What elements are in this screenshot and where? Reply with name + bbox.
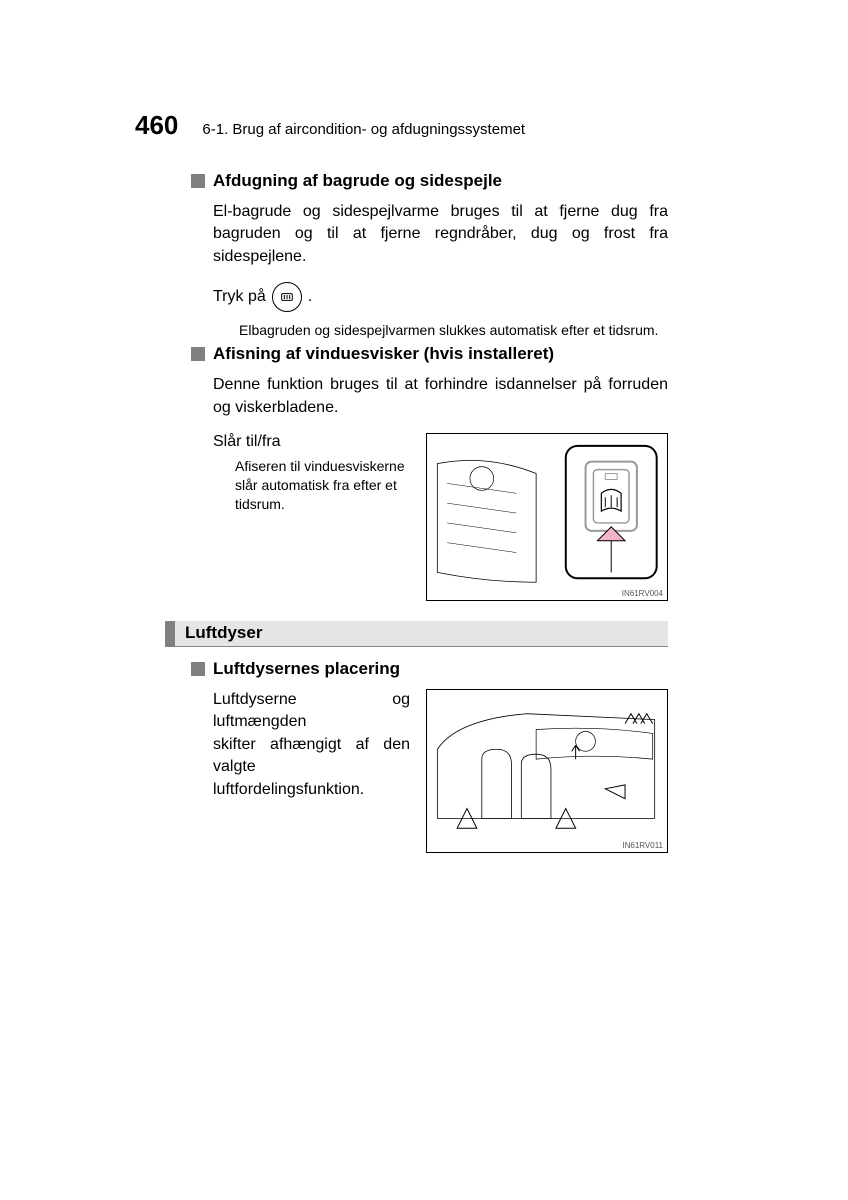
subheading-row: Afisning af vinduesvisker (hvis installe…	[191, 344, 668, 364]
sec3-diagram: IN61RV011	[426, 689, 668, 853]
section-air-outlets: Luftdysernes placering Luftdyserne og lu…	[191, 659, 668, 853]
sec2-heading: Afisning af vinduesvisker (hvis installe…	[213, 344, 554, 364]
sec3-image-ref: IN61RV011	[622, 841, 663, 850]
sec2-image-ref: IN61RV004	[622, 589, 663, 598]
sec3-body-l3: luftfordelingsfunktion.	[213, 779, 410, 801]
sec1-heading: Afdugning af bagrude og sidespejle	[213, 171, 502, 191]
sec2-note: Afiseren til vinduesviskerne slår automa…	[235, 457, 410, 514]
banner-title: Luftdyser	[175, 621, 668, 647]
page-number: 460	[135, 110, 178, 141]
subheading-row: Luftdysernes placering	[191, 659, 668, 679]
press-instruction: Tryk på .	[213, 282, 668, 312]
square-bullet-icon	[191, 174, 205, 188]
subheading-row: Afdugning af bagrude og sidespejle	[191, 171, 668, 191]
section-banner: Luftdyser	[165, 621, 668, 647]
sec3-text-col: Luftdyserne og luftmængden skifter afhæn…	[213, 689, 410, 801]
sec2-body: Denne funktion bruges til at forhindre i…	[213, 374, 668, 419]
banner-bar	[165, 621, 175, 647]
sec2-two-col: Slår til/fra Afiseren til vinduesviskern…	[213, 433, 668, 601]
page-container: 460 6-1. Brug af aircondition- og afdugn…	[0, 0, 848, 853]
sec1-body: El-bagrude og sidespejlvarme bruges til …	[213, 201, 668, 268]
sec3-heading: Luftdysernes placering	[213, 659, 400, 679]
sec2-diagram: IN61RV004	[426, 433, 668, 601]
sec3-body-l2: skifter afhængigt af den valgte	[213, 734, 410, 779]
square-bullet-icon	[191, 662, 205, 676]
sec1-note: Elbagruden og sidespejlvarmen slukkes au…	[239, 322, 668, 338]
sec3-two-col: Luftdyserne og luftmængden skifter afhæn…	[213, 689, 668, 853]
press-suffix: .	[308, 288, 312, 306]
section-wiper-deice: Afisning af vinduesvisker (hvis installe…	[191, 344, 668, 601]
press-prefix: Tryk på	[213, 288, 266, 306]
wiper-deicer-diagram-svg	[427, 434, 667, 600]
air-outlets-diagram-svg	[427, 690, 667, 852]
sec3-body-l1: Luftdyserne og luftmængden	[213, 689, 410, 734]
section-label: 6-1. Brug af aircondition- og afdugnings…	[202, 121, 525, 138]
section-defog-rear: Afdugning af bagrude og sidespejle El-ba…	[191, 171, 668, 338]
page-header: 460 6-1. Brug af aircondition- og afdugn…	[135, 110, 668, 141]
sec2-toggle: Slår til/fra	[213, 433, 410, 451]
square-bullet-icon	[191, 347, 205, 361]
sec2-text-col: Slår til/fra Afiseren til vinduesviskern…	[213, 433, 410, 514]
rear-defog-icon	[272, 282, 302, 312]
